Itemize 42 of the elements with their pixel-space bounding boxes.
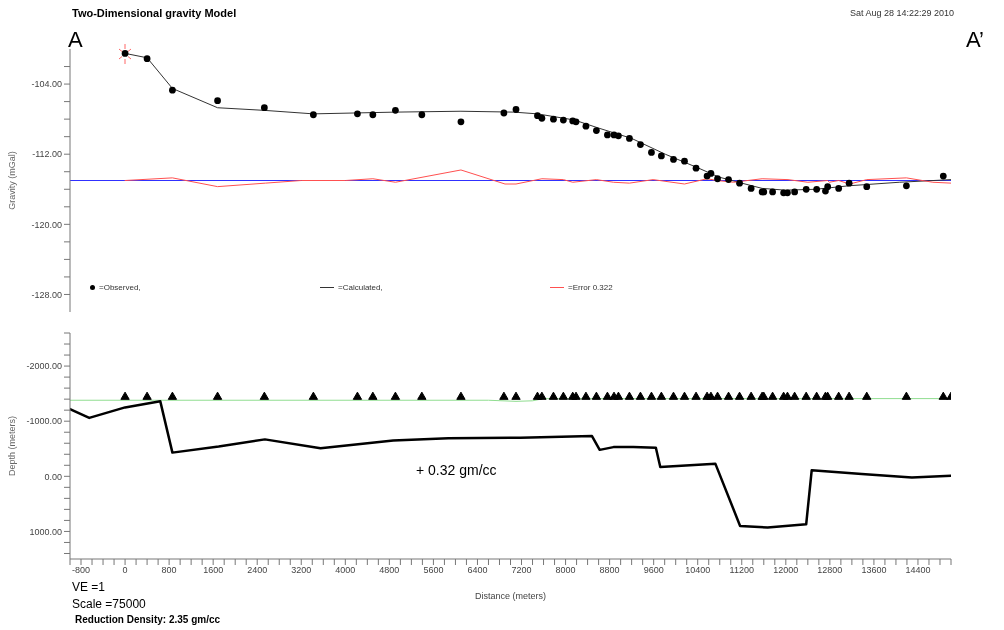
text: VE =1: [72, 580, 106, 595]
x-axis-title: Distance (meters): [474, 591, 547, 601]
x-tick-label: 12000: [773, 565, 799, 576]
x-tick-label: 10400: [685, 565, 711, 576]
x-tick-label: 6400: [467, 565, 488, 576]
x-tick-label: 3200: [291, 565, 312, 576]
x-tick-label: 14400: [905, 565, 931, 576]
y-tick-label: -112.00: [32, 149, 62, 160]
x-tick-label: -800: [72, 565, 91, 576]
y-tick-label: -120.00: [31, 219, 62, 230]
annotation: + 0.32 gm/cc: [416, 462, 497, 479]
y-tick-label: 1000.00: [29, 526, 62, 537]
x-tick-label: 13600: [861, 565, 887, 576]
x-tick-label: 8000: [555, 565, 576, 576]
y-tick-label: -2000.00: [26, 361, 62, 372]
x-tick-label: 0: [122, 565, 128, 576]
x-tick-label: 1600: [203, 565, 224, 576]
x-tick-label: 800: [161, 565, 177, 576]
y-tick-label: -128.00: [31, 289, 62, 300]
x-tick-label: 4000: [335, 565, 356, 576]
text: Scale =75000: [72, 597, 146, 612]
y-axis-title: Depth (meters): [7, 415, 18, 477]
y-tick-label: -104.00: [31, 79, 62, 90]
x-tick-label: 9600: [643, 565, 664, 576]
x-tick-label: 12800: [817, 565, 843, 576]
y-tick-label: -1000.00: [26, 416, 62, 427]
legend-label: =Observed,: [99, 283, 141, 292]
text: Reduction Density: 2.35 gm/cc: [75, 614, 221, 625]
text: A’: [966, 27, 984, 53]
annotation: A: [68, 27, 83, 53]
legend-label: =Error 0.322: [568, 283, 613, 292]
chart-title: Two-Dimensional gravity Model: [72, 7, 237, 19]
x-tick-label: 7200: [511, 565, 532, 576]
x-tick-label: 8800: [599, 565, 620, 576]
y-axis-title: Gravity (mGal): [7, 151, 18, 210]
x-tick-label: 5600: [423, 565, 444, 576]
text: Sat Aug 28 14:22:29 2010: [850, 8, 955, 19]
x-tick-label: 4800: [379, 565, 400, 576]
y-tick-label: 0.00: [44, 471, 62, 482]
x-tick-label: 2400: [247, 565, 268, 576]
x-tick-label: 11200: [729, 565, 754, 576]
legend-label: =Calculated,: [338, 283, 383, 292]
